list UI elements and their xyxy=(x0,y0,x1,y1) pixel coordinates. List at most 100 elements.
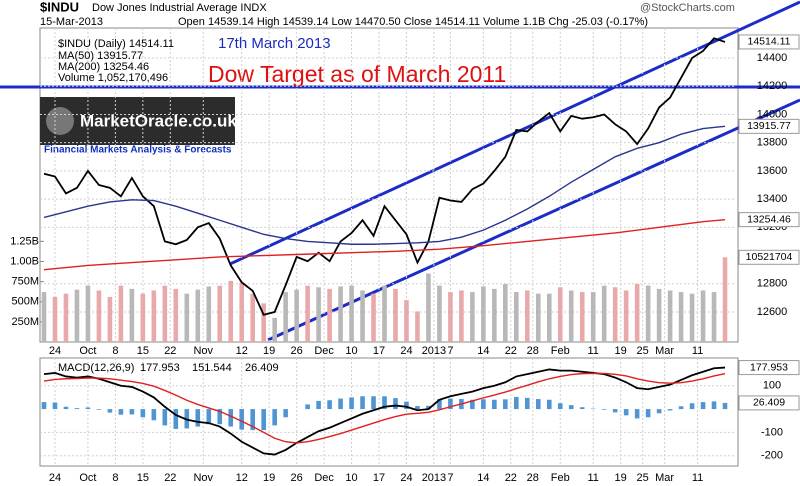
x-tick-label: Nov xyxy=(193,345,213,357)
bar xyxy=(678,406,684,410)
bar xyxy=(612,409,618,413)
x-tick-label: 7 xyxy=(447,472,453,484)
bar xyxy=(338,398,343,410)
legend-entry: $INDU (Daily) 14514.11 xyxy=(58,38,174,50)
bar xyxy=(404,300,409,342)
x-tick-label: 24 xyxy=(49,345,61,357)
logo-tagline: Financial Markets Analysis & Forecasts xyxy=(44,145,232,156)
x-tick-label: 28 xyxy=(527,472,539,484)
bar xyxy=(129,288,135,342)
bar xyxy=(151,409,157,421)
bar xyxy=(645,285,651,342)
legend-entry: 26.409 xyxy=(245,362,279,374)
x-tick-label: 11 xyxy=(692,472,703,484)
y-tick-label: -100 xyxy=(761,426,783,438)
symbol: $INDU xyxy=(40,0,79,14)
bar xyxy=(228,280,234,342)
bar xyxy=(140,293,146,342)
x-tick-label: 17 xyxy=(373,345,385,357)
bar xyxy=(689,293,695,342)
macd-title: MACD(12,26,9) xyxy=(58,362,134,374)
annotation: 17th March 2013 xyxy=(218,35,331,52)
annotation: Dow Target as of March 2011 xyxy=(208,61,506,87)
bar xyxy=(349,397,354,410)
bar xyxy=(305,404,310,410)
bar xyxy=(459,290,464,342)
value-flag: 26.409 xyxy=(753,397,785,409)
x-tick-label: 2013 xyxy=(422,472,446,484)
bar xyxy=(107,296,113,342)
bar xyxy=(217,409,223,425)
x-tick-label: 17 xyxy=(373,472,385,484)
y2-tick-label: 1.25B xyxy=(10,235,39,247)
bar xyxy=(184,293,190,342)
bar xyxy=(41,402,47,410)
y-tick-label: 13400 xyxy=(757,193,788,205)
bar xyxy=(151,290,157,342)
bar xyxy=(601,409,607,410)
bar xyxy=(437,399,442,410)
bar xyxy=(437,285,442,342)
y-tick-label: -200 xyxy=(761,450,783,462)
bar xyxy=(239,282,245,342)
bar xyxy=(579,292,585,342)
bar xyxy=(85,285,91,342)
bar xyxy=(503,284,508,342)
y2-tick-label: 1.00B xyxy=(10,255,39,267)
bar xyxy=(612,287,618,342)
bar xyxy=(568,405,574,410)
x-tick-label: 19 xyxy=(615,472,627,484)
series-line xyxy=(43,125,726,245)
bar xyxy=(228,409,234,427)
bar xyxy=(118,285,124,342)
bar xyxy=(568,290,574,342)
bar xyxy=(316,400,321,410)
bar xyxy=(305,285,310,342)
bar xyxy=(711,292,717,342)
bar xyxy=(206,409,212,425)
bar xyxy=(700,402,706,410)
x-tick-label: Oct xyxy=(79,345,96,357)
x-tick-label: 11 xyxy=(692,345,703,357)
bar xyxy=(711,401,717,410)
y-tick-label: 12800 xyxy=(757,278,788,290)
bar xyxy=(261,409,266,431)
bar xyxy=(96,409,102,410)
bar xyxy=(371,293,376,342)
x-tick-label: 2013 xyxy=(422,345,446,357)
x-tick-label: Mar xyxy=(655,345,674,357)
x-tick-label: Oct xyxy=(79,472,96,484)
y-tick-label: 13800 xyxy=(757,137,788,149)
x-tick-label: 8 xyxy=(112,345,118,357)
bar xyxy=(535,399,541,410)
bar xyxy=(360,290,365,342)
x-tick-label: 12 xyxy=(236,345,248,357)
bar xyxy=(481,399,486,410)
value-flag: 177.953 xyxy=(750,361,788,373)
x-tick-label: 12 xyxy=(236,472,248,484)
x-tick-label: 8 xyxy=(112,472,118,484)
x-tick-label: 19 xyxy=(263,472,275,484)
x-tick-label: 28 xyxy=(527,345,539,357)
bar xyxy=(327,288,332,342)
x-tick-label: Mar xyxy=(655,472,674,484)
bar xyxy=(415,311,420,342)
bar xyxy=(601,285,607,342)
x-tick-label: 24 xyxy=(400,472,412,484)
y-tick-label: 14000 xyxy=(757,108,788,120)
legend-entry: MA(200) 13254.46 xyxy=(58,61,149,73)
y-tick-label: 13600 xyxy=(757,165,788,177)
bar xyxy=(283,409,288,418)
bar xyxy=(63,293,69,342)
bar xyxy=(503,399,508,410)
x-tick-label: 15 xyxy=(137,472,149,484)
y-tick-label: 14200 xyxy=(757,80,788,92)
bar xyxy=(546,399,552,410)
x-tick-label: 24 xyxy=(49,472,61,484)
bar xyxy=(261,303,266,342)
quote: Open 14539.14 High 14539.14 Low 14470.50… xyxy=(178,16,648,28)
bar xyxy=(74,408,80,410)
bar xyxy=(393,288,398,342)
y-tick-label: 14400 xyxy=(757,52,788,64)
bar xyxy=(722,257,728,342)
